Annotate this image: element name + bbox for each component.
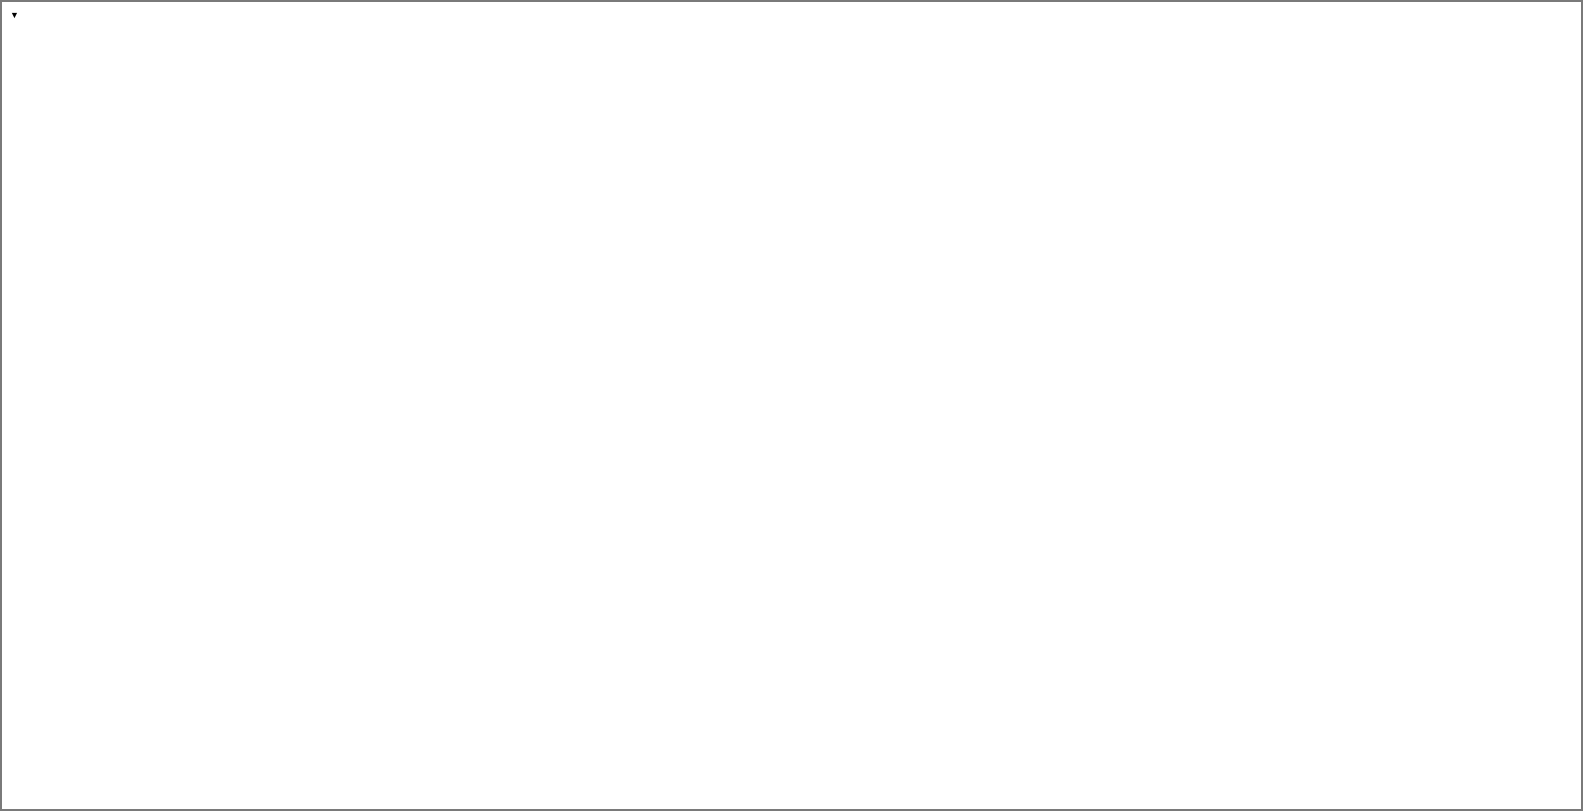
chart-title: ▼	[10, 8, 34, 22]
chart-title-ohlc	[31, 8, 34, 22]
triangle-down-icon[interactable]: ▼	[10, 9, 19, 20]
